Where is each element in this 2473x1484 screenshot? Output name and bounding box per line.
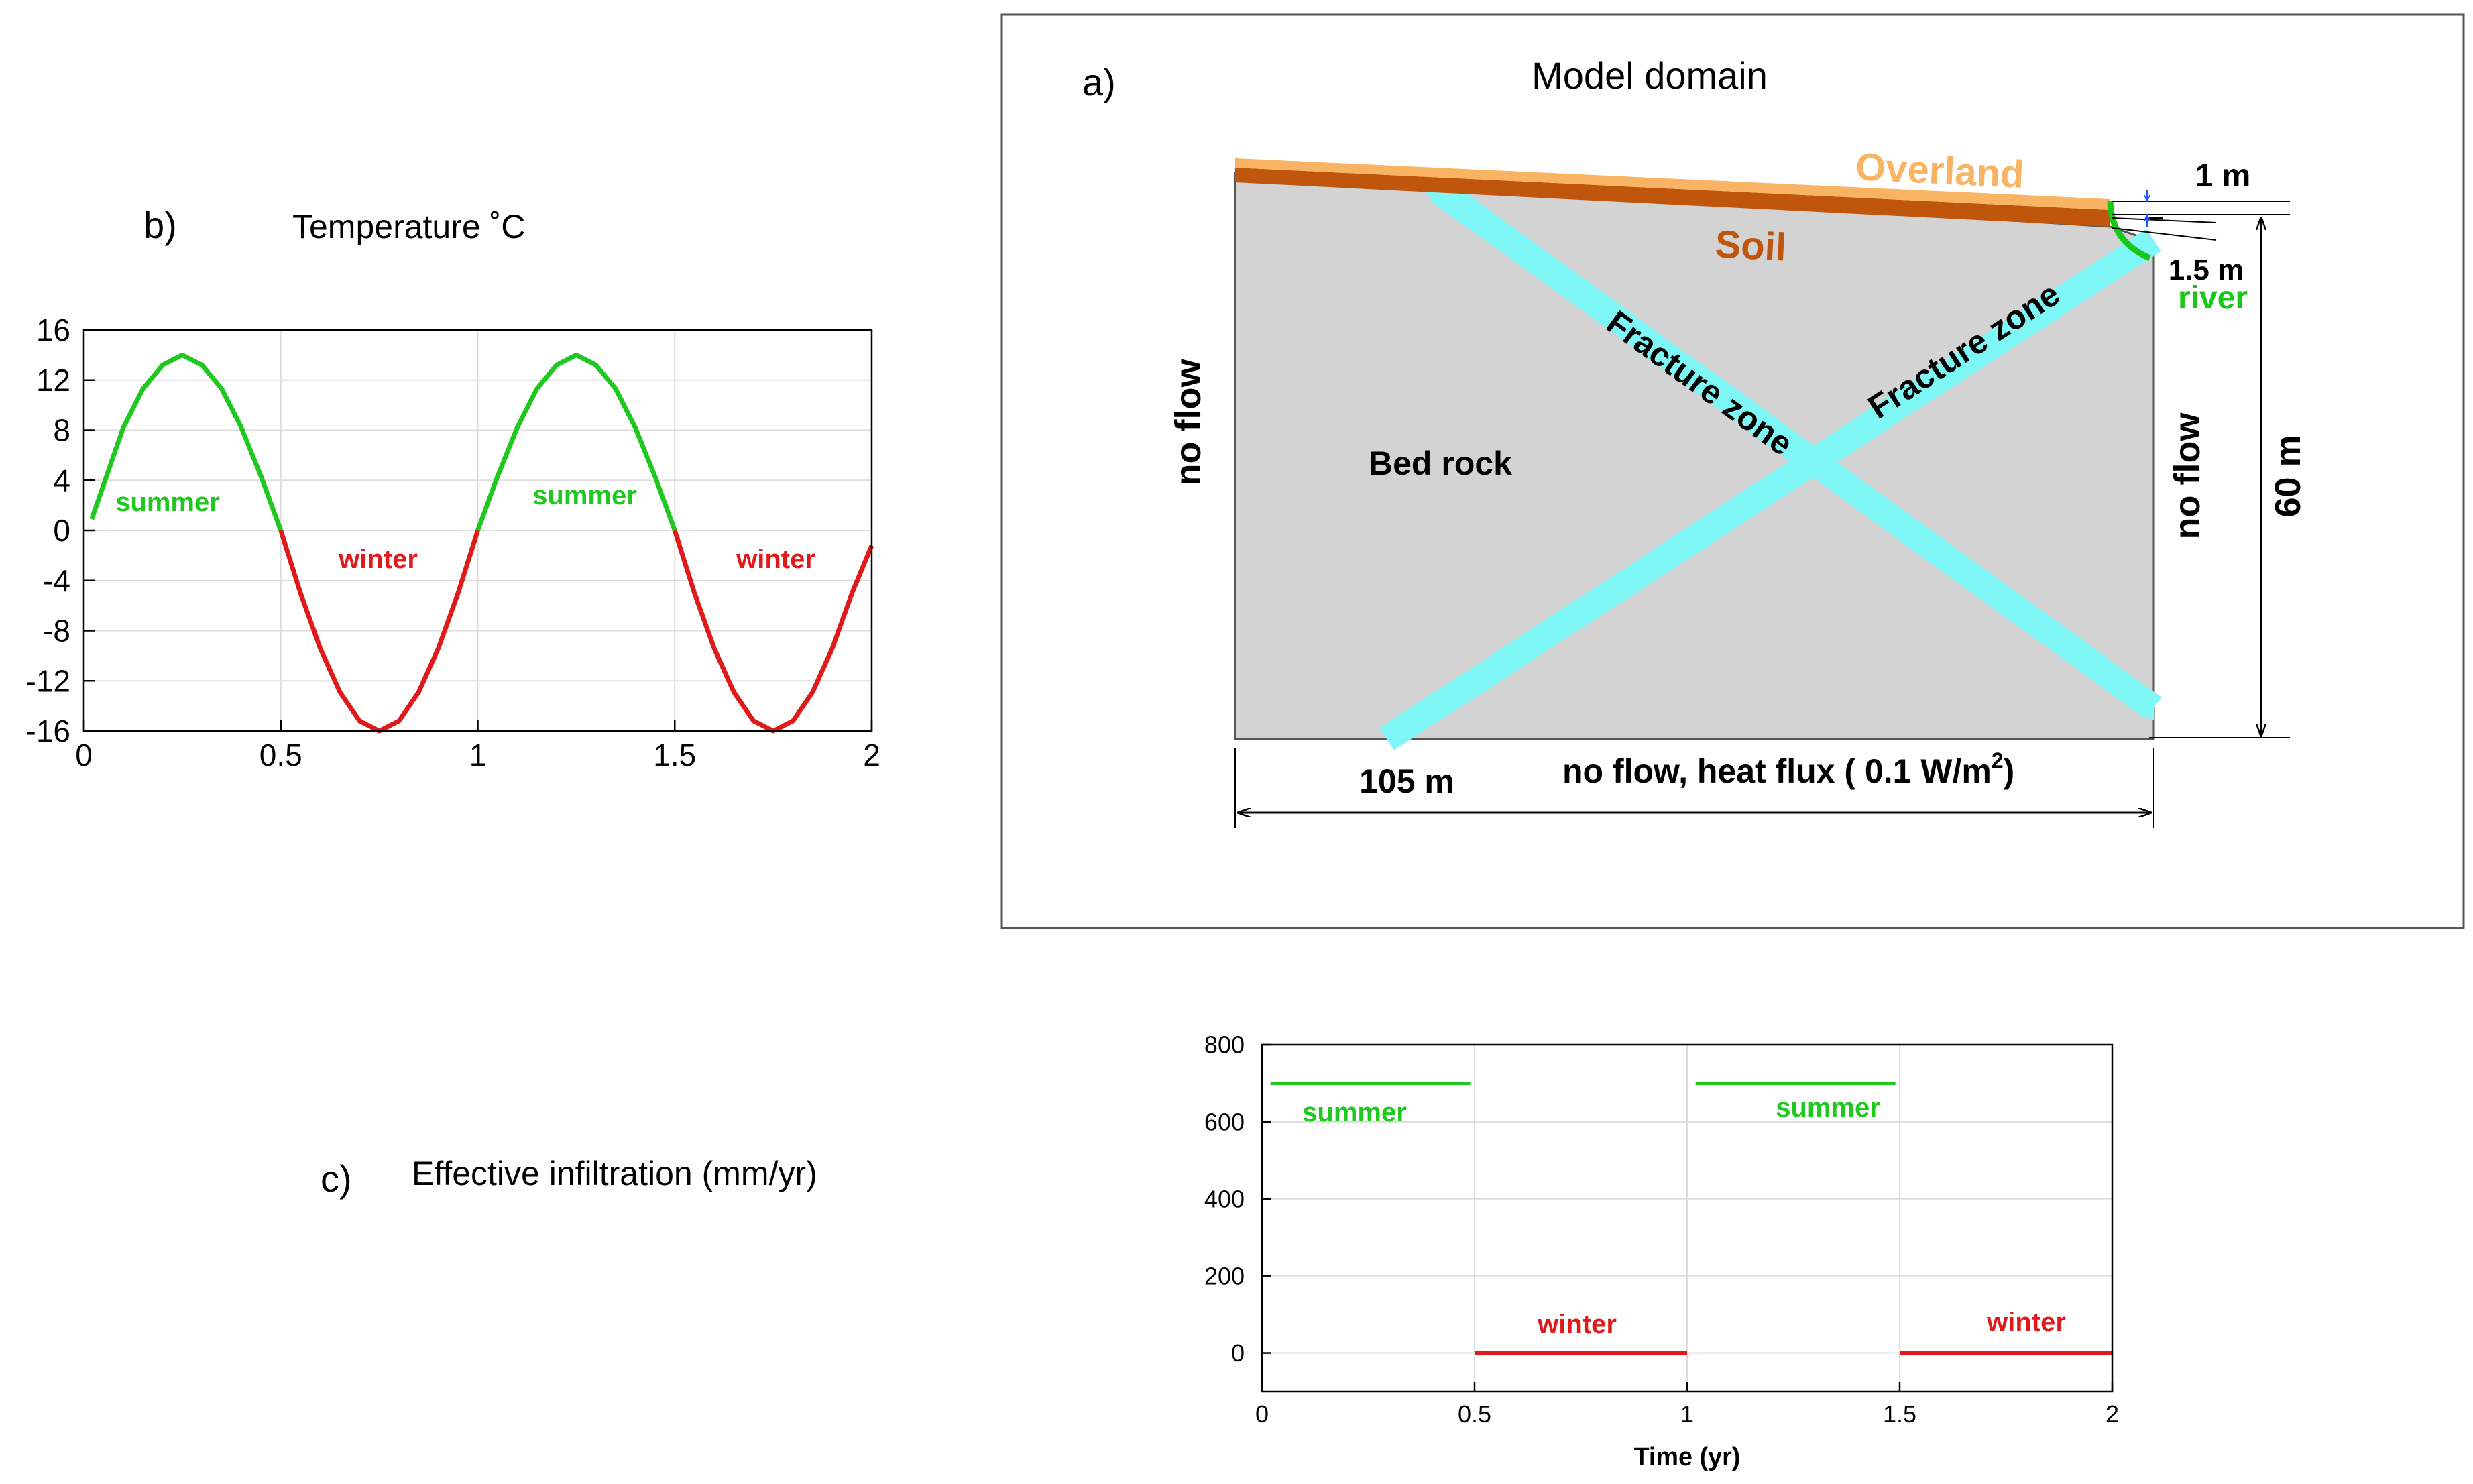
infiltration-summer-label-1: summer <box>1302 1098 1407 1127</box>
right-boundary-label: no flow <box>2167 412 2207 540</box>
overland-label: Overland <box>1855 145 2025 196</box>
overland-thickness-label: 1 m <box>2195 158 2251 194</box>
y-tick-label: 0 <box>53 513 70 548</box>
x-tick-label: 0.5 <box>1458 1400 1491 1428</box>
y-tick-label: 8 <box>53 413 70 448</box>
panel-c-letter: c) <box>321 1157 352 1200</box>
series-line-summer-1 <box>89 352 284 532</box>
x-tick-label: 2 <box>2106 1400 2119 1428</box>
bedrock-label: Bed rock <box>1369 445 1512 482</box>
y-tick-label: -8 <box>43 614 70 648</box>
temperature-winter-label-1: winter <box>338 545 418 574</box>
panel-a-letter: a) <box>1082 61 1116 103</box>
panel-b-title: Temperature ˚C <box>292 208 525 245</box>
y-tick-label: 12 <box>36 363 70 398</box>
river-label: river <box>2178 280 2248 316</box>
infiltration-summer-label-2: summer <box>1776 1093 1880 1123</box>
x-tick-label: 1 <box>469 738 487 773</box>
bottom-boundary-label: no flow, heat flux ( 0.1 W/m2) <box>1562 748 2014 790</box>
infiltration-chart: 0 0.5 1 1.5 2 800 600 400 200 0 Time (yr) <box>1204 1031 2119 1471</box>
infiltration-winter-label-1: winter <box>1537 1310 1617 1339</box>
temperature-chart: 0 0.5 1 1.5 2 16 12 8 4 0 -4 -8 -12 -16 <box>26 312 880 773</box>
panel-c-infiltration: c) Effective infiltration (mm/yr) 0 0.5 1 1… <box>321 1031 2119 1471</box>
y-tick-label: 16 <box>36 312 70 347</box>
y-tick-label: 600 <box>1204 1108 1245 1135</box>
temperature-winter-label-2: winter <box>736 545 815 574</box>
width-label: 105 m <box>1359 762 1454 800</box>
series-line-summer-3 <box>475 352 677 532</box>
y-tick-label: 0 <box>1231 1339 1245 1367</box>
x-tick-label: 2 <box>863 738 880 773</box>
y-tick-label: 4 <box>53 463 70 498</box>
y-tick-label: -12 <box>26 663 70 698</box>
infiltration-winter-label-2: winter <box>1986 1308 2066 1337</box>
river-depth-line <box>2112 227 2217 241</box>
x-tick-label: 1 <box>1680 1400 1694 1428</box>
y-tick-label: 800 <box>1204 1031 1245 1059</box>
x-tick-label: 1.5 <box>1883 1400 1916 1428</box>
y-tick-label: 400 <box>1204 1185 1245 1212</box>
x-tick-label: 1.5 <box>653 738 696 773</box>
height-label: 60 m <box>2268 435 2308 517</box>
panel-b-letter: b) <box>143 204 177 246</box>
temperature-summer-label-1: summer <box>115 488 220 517</box>
river-boundary <box>2107 201 2151 262</box>
x-tick-label: 0 <box>1255 1400 1269 1428</box>
panel-c-title: Effective infiltration (mm/yr) <box>412 1155 817 1192</box>
x-axis-title: Time (yr) <box>1634 1443 1741 1471</box>
fracture-zone-1 <box>1430 178 2162 720</box>
river-depth-label: 1.5 m <box>2169 253 2244 286</box>
y-tick-label: 200 <box>1204 1262 1245 1290</box>
y-tick-label: -16 <box>26 714 70 748</box>
panel-a-model-domain: a) Model domain Overland <box>1000 13 2465 929</box>
y-tick-label: -4 <box>43 563 70 598</box>
panel-a-title: Model domain <box>1532 54 1768 97</box>
soil-label: Soil <box>1714 223 1787 270</box>
soil-layer <box>1235 168 2110 227</box>
fracture-zone-2 <box>1379 229 2161 750</box>
x-tick-label: 0.5 <box>260 738 302 773</box>
overland-layer <box>1235 158 2110 210</box>
panel-b-temperature: b) Temperature ˚C 0 0.5 1 1.5 2 16 12 8 4 0 -4 -8 -1… <box>26 204 880 773</box>
temperature-summer-label-2: summer <box>532 481 637 510</box>
fracture-zones <box>1379 178 2162 750</box>
left-boundary-label: no flow <box>1168 359 1208 486</box>
x-tick-label: 0 <box>75 738 93 773</box>
